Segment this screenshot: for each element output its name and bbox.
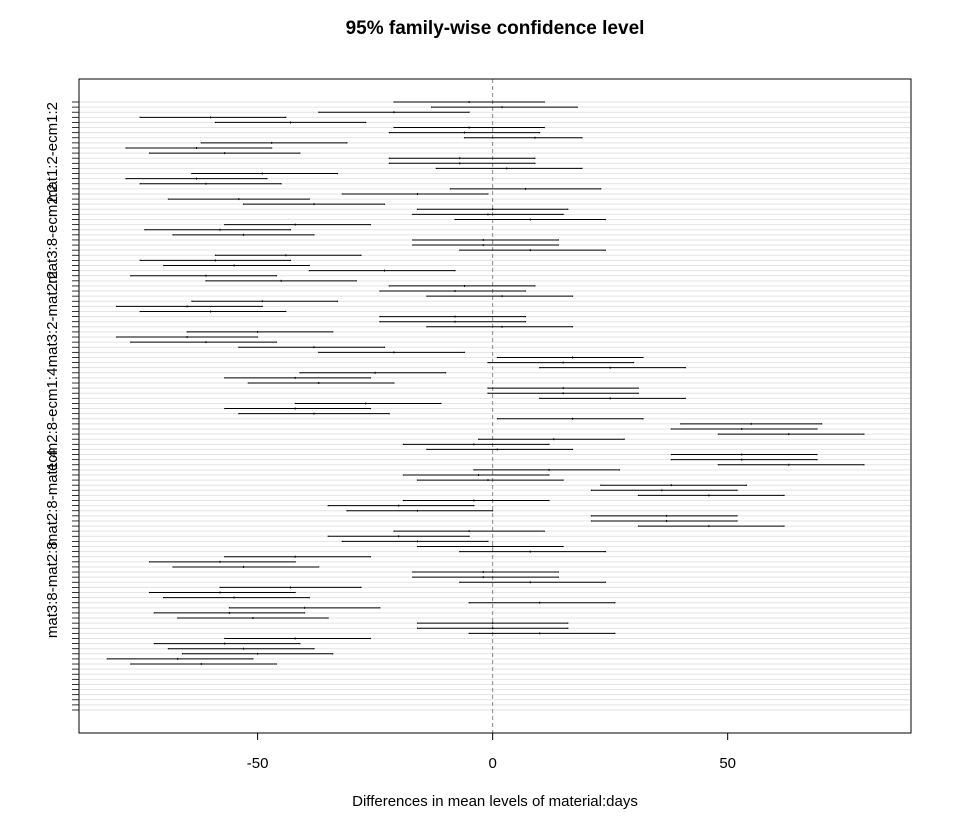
plot-frame bbox=[78, 78, 912, 734]
x-tick-label: 0 bbox=[488, 755, 496, 772]
y-tick-label: mat3:8-ecm2:2 bbox=[44, 184, 61, 284]
interval-marks bbox=[106, 101, 865, 666]
y-tick-label: mat2:8-mat1:4 bbox=[44, 449, 61, 546]
x-tick-label: 50 bbox=[719, 755, 736, 772]
y-tick-label: mat1:2-ecm1:2 bbox=[44, 102, 61, 202]
y-axis: mat1:2-ecm1:2mat3:8-ecm2:2mat3:2-mat2:2e… bbox=[44, 101, 80, 711]
x-axis-label: Differences in mean levels of material:d… bbox=[352, 793, 638, 810]
x-tick-label: -50 bbox=[247, 755, 269, 772]
y-tick-label: ecm2:8-ecm1:4 bbox=[44, 368, 61, 471]
y-tick-label: mat3:8-mat2:8 bbox=[44, 541, 61, 638]
row-gridlines bbox=[80, 101, 910, 711]
chart-title: 95% family-wise confidence level bbox=[346, 18, 645, 39]
y-tick-label: mat3:2-mat2:2 bbox=[44, 271, 61, 368]
x-axis: -50 0 50 bbox=[247, 732, 736, 772]
